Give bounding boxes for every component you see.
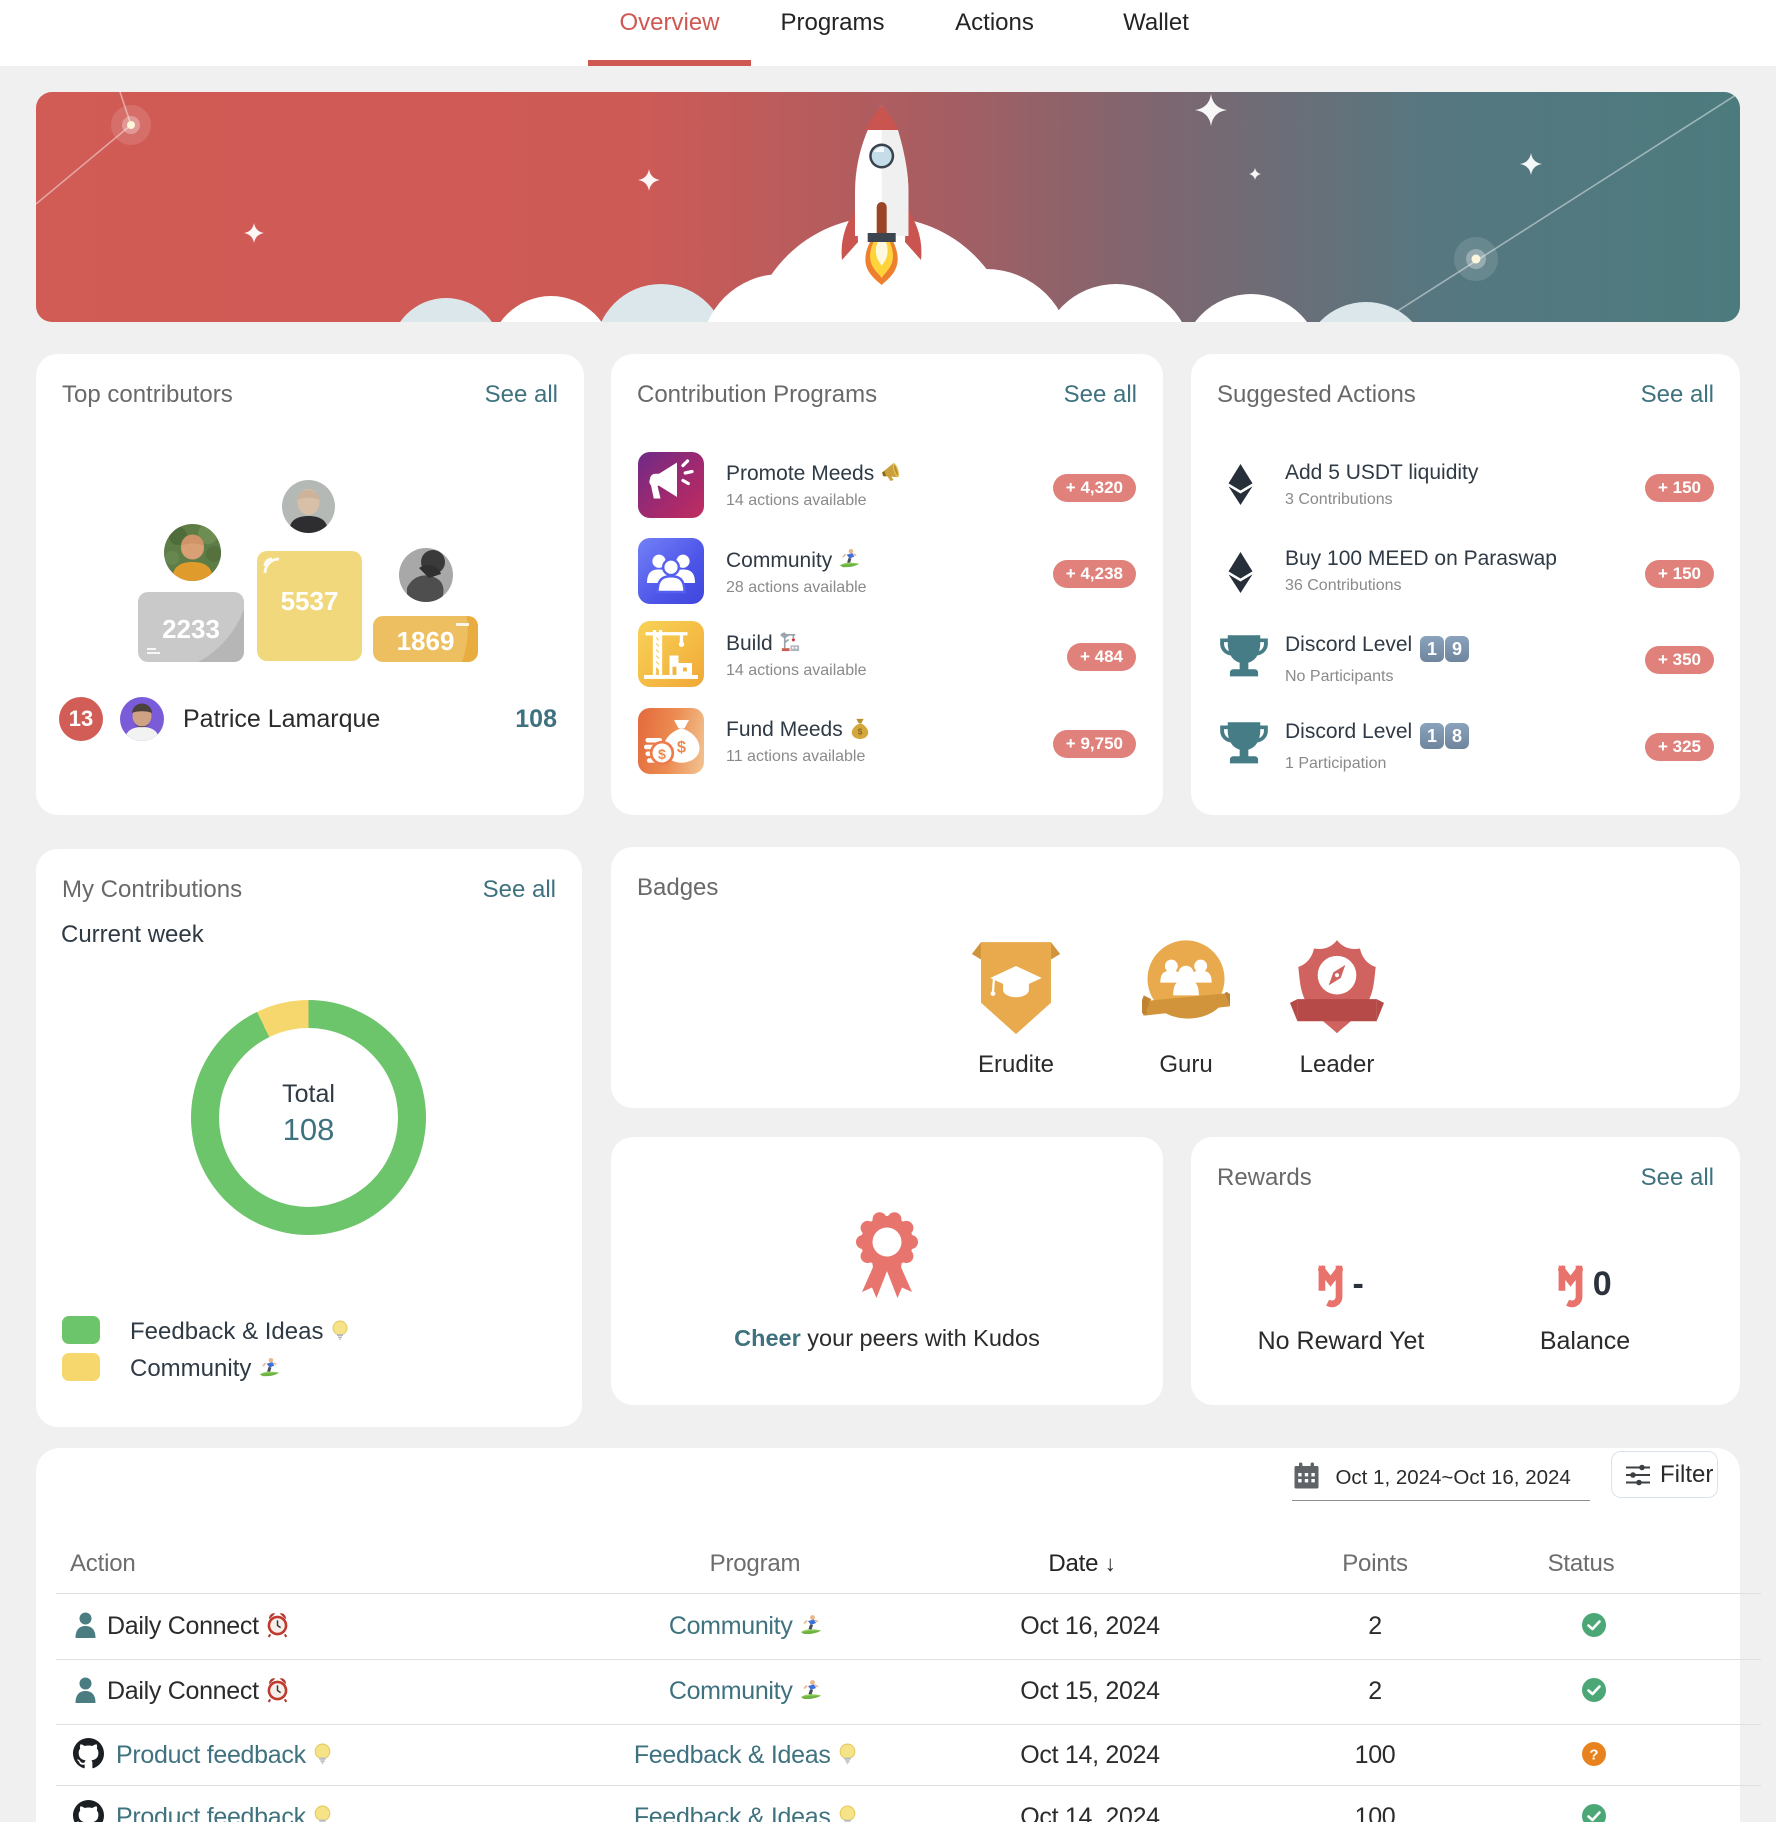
- svg-text:$: $: [658, 747, 666, 763]
- svg-text:$: $: [857, 727, 862, 736]
- svg-text:?: ?: [1589, 1747, 1598, 1764]
- svg-text:$: $: [677, 738, 686, 756]
